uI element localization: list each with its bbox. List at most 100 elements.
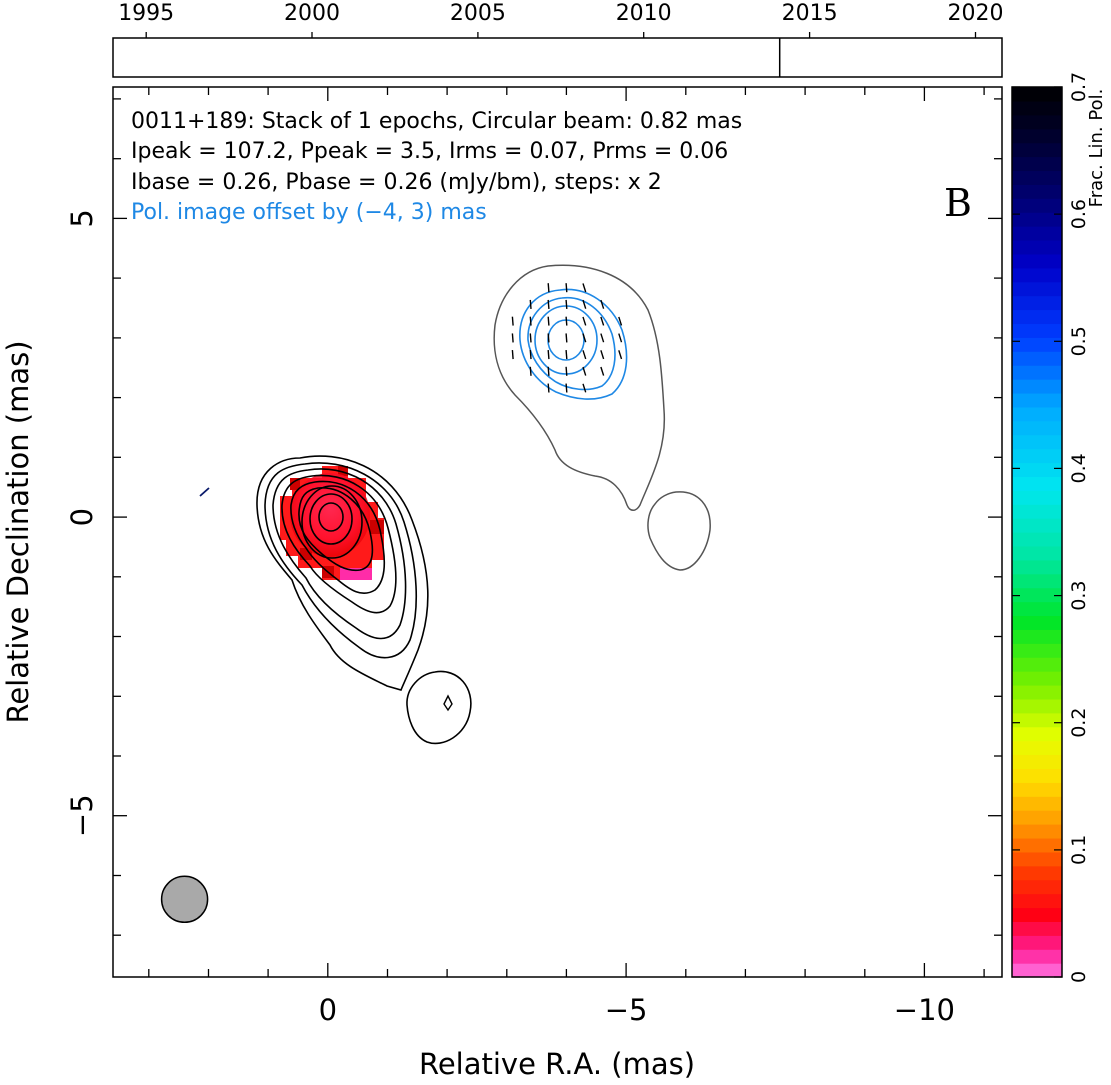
colorbar-step: [1012, 824, 1062, 839]
colorbar-step: [1012, 114, 1062, 130]
colorbar-step: [1012, 796, 1062, 811]
x-axis-title: Relative R.A. (mas): [419, 1047, 695, 1081]
p-contour-2: [527, 296, 616, 391]
colorbar-tick-labels: 0 0.1 0.2 0.3 0.4 0.5 0.6 0.7: [1068, 72, 1090, 983]
colorbar-step: [1012, 559, 1062, 575]
colorbar-step: [1012, 198, 1062, 213]
colorbar-step: [1012, 379, 1062, 394]
colorbar-step: [1012, 253, 1062, 269]
panel-letter: B: [944, 181, 972, 225]
evpa-tick: [582, 350, 587, 360]
evpa-tick: [511, 316, 514, 326]
evpa-tick: [565, 350, 568, 360]
colorbar-step: [1012, 643, 1062, 658]
evpa-tick: [618, 333, 623, 343]
i-contour-2: [264, 462, 418, 659]
evpa-tick: [582, 283, 587, 293]
plot-area: 0 −5 −10 −5 0 5 0011+189: Stack of 1 epochs,…: [65, 86, 1003, 1027]
outer-knot-contour: [647, 491, 711, 571]
colorbar-step: [1012, 128, 1062, 144]
timeline-year-label: 2010: [616, 1, 672, 26]
evpa-tick: [547, 299, 550, 309]
evpa-tick: [565, 366, 568, 376]
plot-frame: [112, 86, 1003, 978]
timeline-year-label: 2015: [782, 1, 838, 26]
evpa-tick: [547, 366, 550, 376]
colorbar-step: [1012, 782, 1062, 797]
evpa-tick: [547, 383, 550, 393]
colorbar-tick-label: 0.6: [1068, 199, 1090, 229]
evpa-tick: [547, 333, 550, 343]
evpa-tick: [565, 283, 568, 293]
colorbar-tick-label: 0.3: [1068, 580, 1090, 610]
evpa-tick: [529, 350, 532, 360]
x-tick-label: −10: [894, 993, 955, 1027]
colorbar-step: [1012, 963, 1062, 978]
colorbar-step: [1012, 629, 1062, 644]
evpa-tick: [565, 383, 568, 393]
colorbar-tick-label: 0.7: [1068, 72, 1090, 102]
colorbar-step: [1012, 879, 1062, 895]
evpa-tick: [582, 316, 587, 326]
y-tick-label: 0: [65, 508, 99, 526]
colorbar-step: [1012, 851, 1062, 867]
evpa-tick: [582, 366, 587, 376]
colorbar-step: [1012, 156, 1062, 172]
colorbar-step: [1012, 239, 1062, 255]
colorbar-step: [1012, 935, 1062, 950]
x-axis-ticks: [148, 87, 985, 977]
timeline-year-label: 2020: [948, 1, 1004, 26]
outer-contour: [493, 264, 711, 571]
evpa-tick: [618, 316, 623, 326]
evpa-tick: [511, 350, 514, 360]
colorbar-step: [1012, 657, 1062, 672]
colorbar-step: [1012, 323, 1062, 338]
evpa-tick: [600, 366, 605, 376]
evpa-tick: [582, 383, 587, 393]
colorbar-step: [1012, 295, 1062, 311]
outer-jet-contour: [493, 264, 666, 511]
i-contour-knot: [406, 670, 472, 745]
i-contour-4: [281, 474, 397, 614]
colorbar-gradient: [1012, 87, 1062, 978]
timeline-box: [112, 37, 1003, 78]
x-tick-label: −5: [605, 993, 648, 1027]
colorbar-step: [1012, 365, 1062, 380]
evpa-tick: [529, 366, 532, 376]
evpa-tick: [529, 299, 532, 309]
colorbar-tick-label: 0: [1068, 971, 1090, 983]
evpa-tick: [511, 333, 514, 343]
y-axis-title: Relative Declination (mas): [1, 340, 35, 723]
colorbar-step: [1012, 837, 1062, 853]
evpa-tick: [600, 316, 605, 326]
timeline: 1995 2000 2005 2010 2015 2020: [112, 1, 1004, 78]
colorbar-step: [1012, 434, 1062, 450]
evpa-tick: [565, 333, 568, 343]
colorbar-title: Frac. Lin. Pol.: [1086, 89, 1107, 208]
colorbar-ticks: [1012, 86, 1062, 978]
colorbar-step: [1012, 100, 1062, 116]
colorbar-step: [1012, 406, 1062, 422]
i-contour-3: [272, 468, 407, 640]
i-contour-5: [290, 480, 386, 595]
evpa-tick: [618, 350, 623, 360]
colorbar-step: [1012, 267, 1062, 283]
colorbar-frame: [1011, 86, 1063, 978]
colorbar-step: [1012, 684, 1062, 700]
i-contour-9: [318, 502, 344, 532]
colorbar-step: [1012, 504, 1062, 519]
y-tick-labels: −5 0 5: [65, 209, 99, 837]
colorbar-step: [1012, 476, 1062, 491]
colorbar-step: [1012, 142, 1062, 158]
fpol-core-magenta-edge: [340, 568, 372, 580]
evpa-tick: [529, 316, 532, 326]
timeline-year-label: 1995: [118, 1, 174, 26]
colorbar-step: [1012, 740, 1062, 756]
y-tick-label: −5: [65, 794, 99, 837]
colorbar-step: [1012, 184, 1062, 199]
colorbar-step: [1012, 309, 1062, 325]
colorbar-step: [1012, 907, 1062, 922]
evpa-tick: [565, 316, 568, 326]
evpa-tick: [547, 283, 550, 293]
colorbar-step: [1012, 601, 1062, 617]
